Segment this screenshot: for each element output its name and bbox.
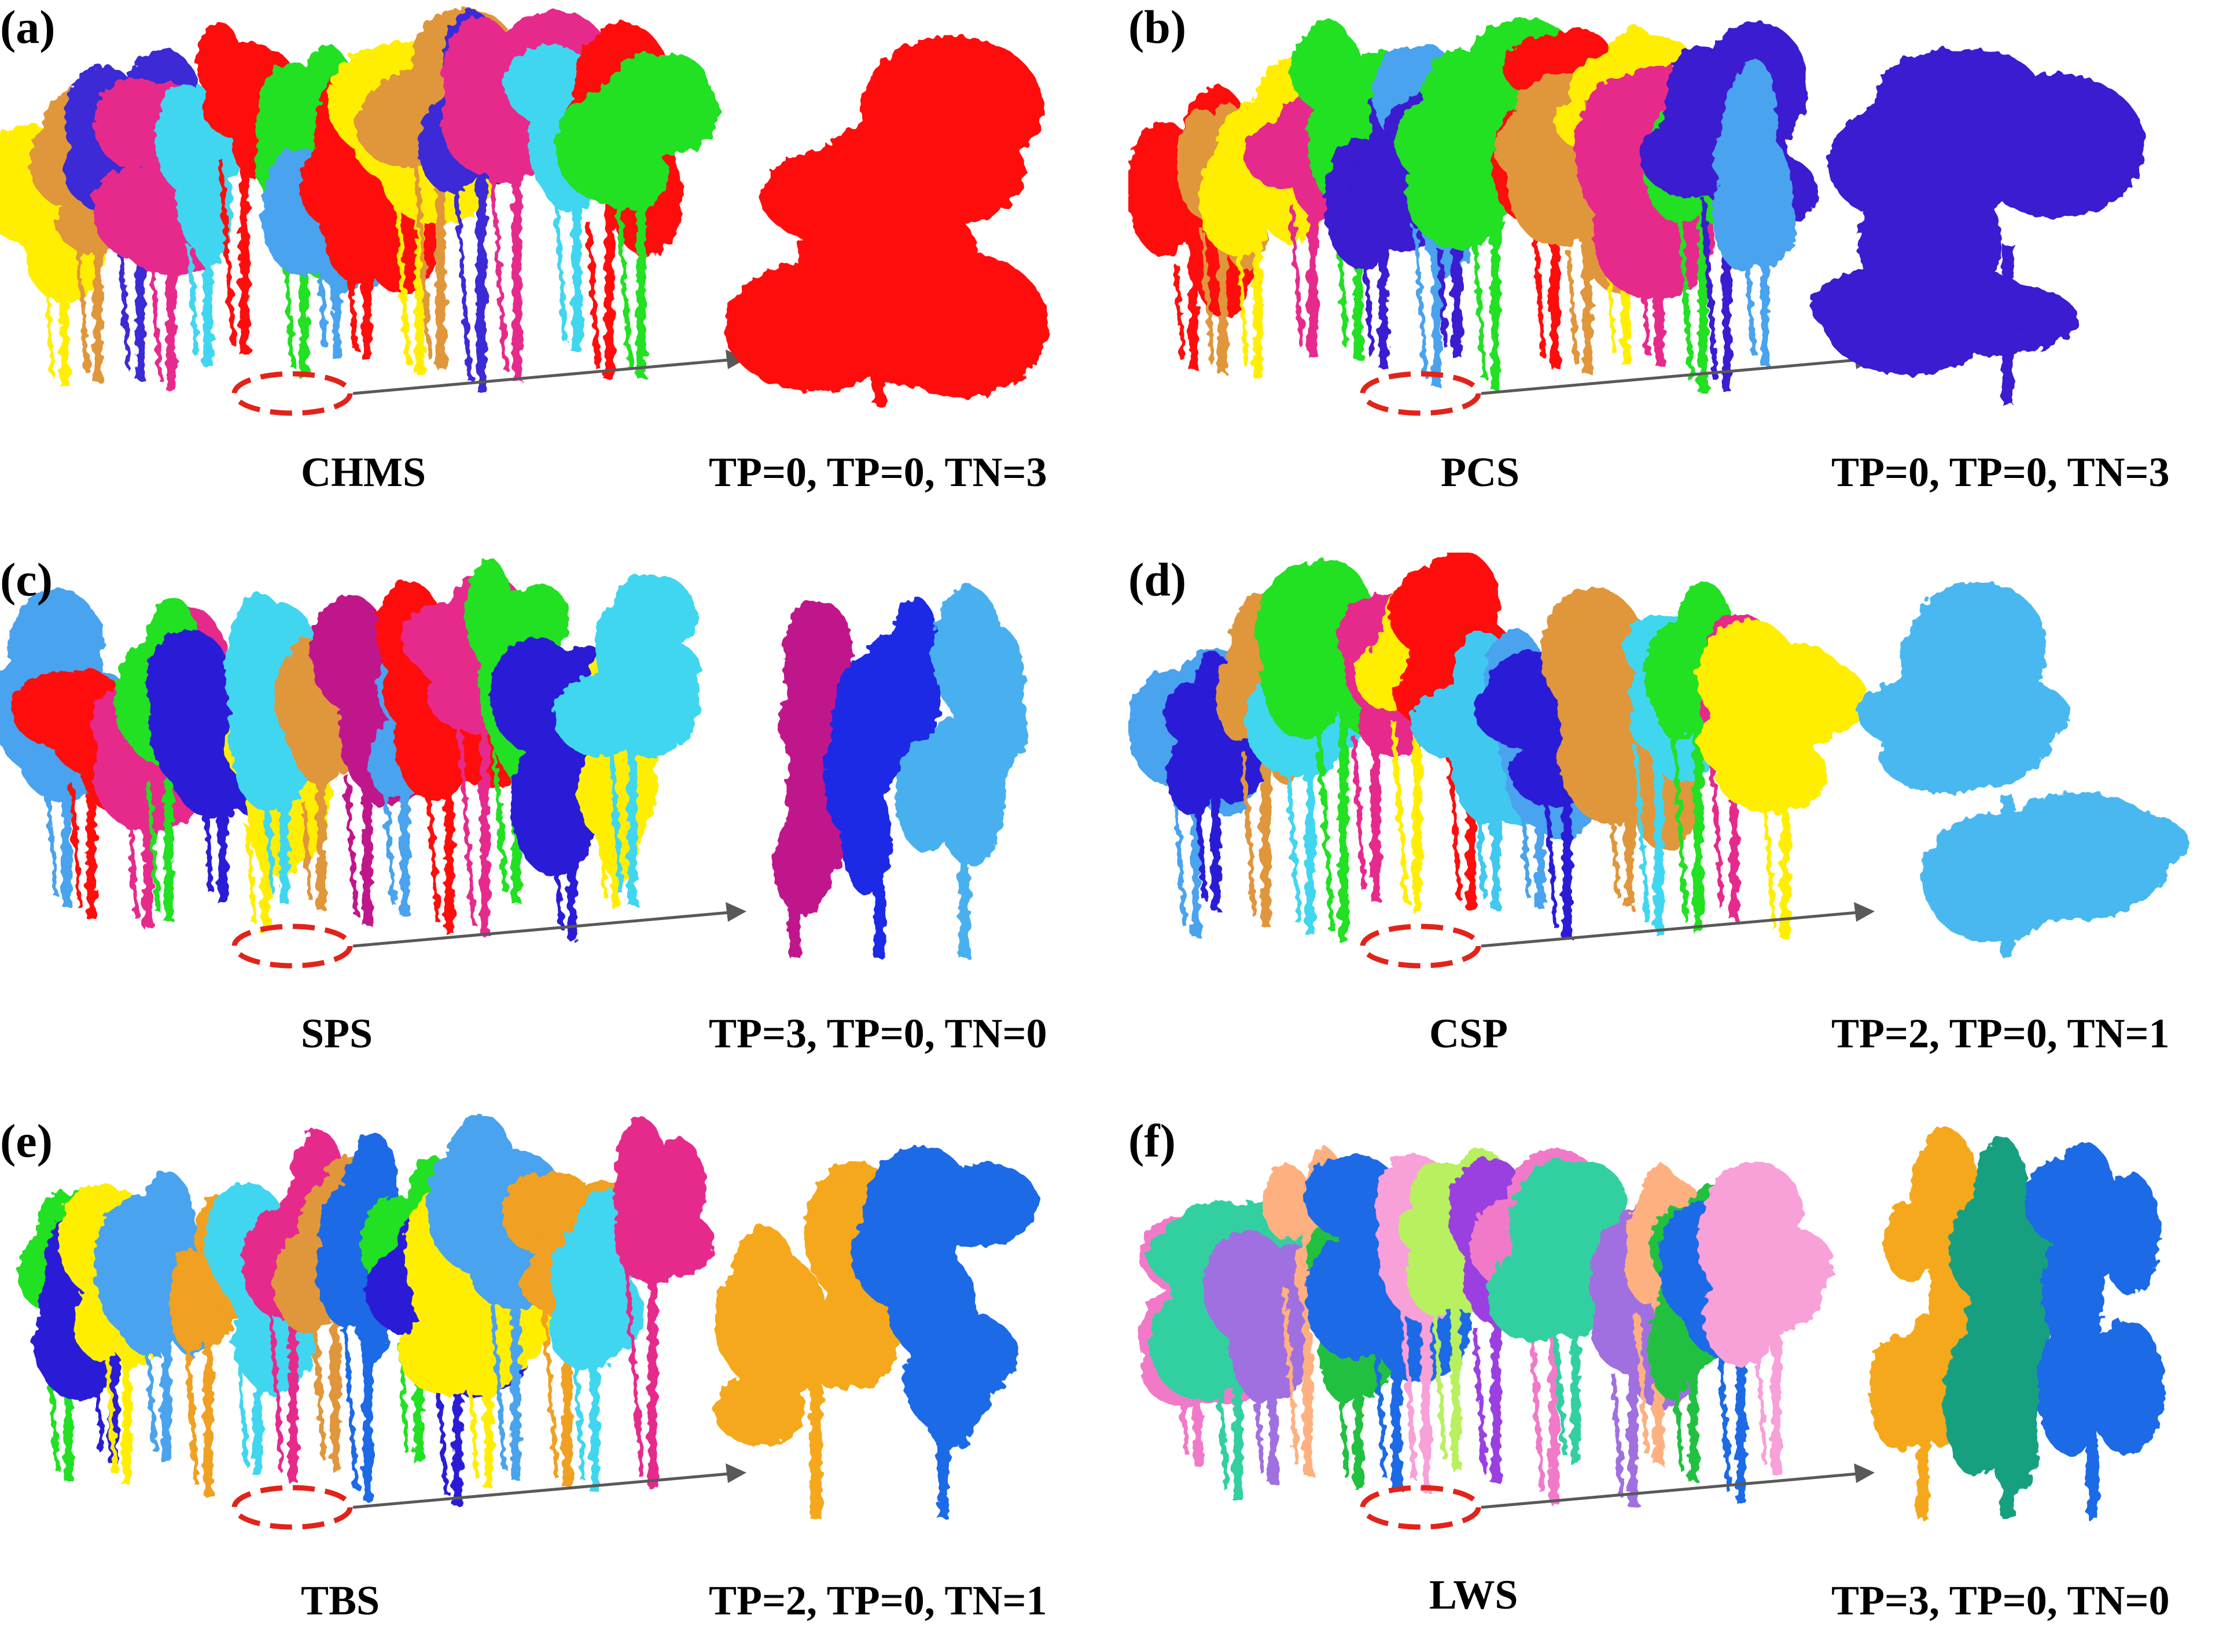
panel-c: (c) SPS TP=3, TP=0, TN=0 xyxy=(0,553,1099,1091)
zoomed-tree xyxy=(1809,49,2146,405)
panel-label: (b) xyxy=(1128,1,1187,53)
stats-label: TP=0, TP=0, TN=3 xyxy=(1831,449,2170,495)
tree-segment xyxy=(555,53,720,378)
tree-segment xyxy=(553,574,701,906)
tree-segment xyxy=(1697,619,1868,939)
forest-trees xyxy=(0,8,720,392)
panel-e: (e) TBS TP=2, TP=0, TN=1 xyxy=(0,1114,1099,1652)
tree-segment xyxy=(316,1132,399,1501)
highlight-ellipse xyxy=(1360,1485,1481,1530)
method-label: CSP xyxy=(1429,1010,1508,1057)
segmented-forest-scene xyxy=(1128,553,2189,969)
stats-label: TP=2, TP=0, TN=1 xyxy=(1831,1010,2170,1057)
zoom-arrow-head xyxy=(1854,1463,1875,1483)
panel-label: (f) xyxy=(1128,1114,1176,1167)
segmented-forest-scene xyxy=(0,558,1028,969)
zoom-arrow xyxy=(1481,911,1858,948)
highlight-ellipse xyxy=(1360,923,1481,969)
stats-label: TP=0, TP=0, TN=3 xyxy=(709,449,1047,495)
tree-segment xyxy=(1697,1161,1833,1475)
zoom-arrow-head xyxy=(1854,902,1875,922)
panel-d: (d) CSP TP=2, TP=0, TN=1 xyxy=(1128,553,2228,1091)
forest-trees xyxy=(1128,18,1818,393)
panel-b: (b) PCS TP=0, TP=0, TN=3 xyxy=(1128,0,2228,538)
highlight-ellipse xyxy=(231,923,353,969)
method-label: SPS xyxy=(301,1010,373,1057)
segmented-forest-scene xyxy=(1138,1127,2165,1530)
forest-trees xyxy=(17,1114,715,1506)
zoom-arrow-head xyxy=(726,349,746,369)
panel-label: (c) xyxy=(0,553,53,606)
zoomed-tree xyxy=(1869,1127,2165,1519)
method-label: CHMS xyxy=(301,449,426,495)
tree-segment xyxy=(1712,58,1797,366)
zoomed-tree xyxy=(724,35,1048,405)
tree-segment xyxy=(1395,18,1584,390)
segmented-forest-scene xyxy=(17,1114,1040,1530)
method-label: LWS xyxy=(1429,1572,1518,1618)
segmented-forest-scene xyxy=(0,8,1048,416)
stats-label: TP=3, TP=0, TN=0 xyxy=(1831,1577,2170,1624)
panel-f: (f) LWS TP=3, TP=0, TN=0 xyxy=(1128,1114,2228,1652)
stats-label: TP=3, TP=0, TN=0 xyxy=(709,1010,1047,1057)
zoom-arrow xyxy=(1481,1472,1858,1509)
tree-segment xyxy=(613,1117,715,1488)
zoom-arrow xyxy=(352,911,730,948)
panel-label: (e) xyxy=(0,1114,53,1167)
panel-label: (a) xyxy=(0,1,56,53)
method-label: TBS xyxy=(301,1577,380,1624)
panel-a: (a) CHMS TP=0, TP=0, TN=3 xyxy=(0,0,1099,538)
zoomed-tree xyxy=(713,1146,1040,1519)
zoom-arrow-head xyxy=(726,1463,746,1483)
panel-label: (d) xyxy=(1128,553,1187,606)
zoom-arrow-head xyxy=(726,902,746,922)
forest-trees xyxy=(1128,553,1868,943)
zoom-arrow xyxy=(1481,358,1858,395)
zoom-arrow xyxy=(352,1472,730,1509)
segmented-forest-scene xyxy=(1128,18,2146,416)
forest-trees xyxy=(0,558,701,939)
zoomed-tree xyxy=(1857,582,2189,958)
highlight-ellipse xyxy=(231,1485,353,1530)
tree-segment xyxy=(94,1171,218,1463)
zoomed-tree xyxy=(772,585,1028,958)
zoom-arrow xyxy=(352,358,730,395)
method-label: PCS xyxy=(1441,449,1520,495)
highlight-ellipse xyxy=(1360,371,1481,416)
tree-segment xyxy=(549,1189,645,1492)
stats-label: TP=2, TP=0, TN=1 xyxy=(709,1577,1047,1624)
highlight-ellipse xyxy=(231,371,353,416)
forest-trees xyxy=(1138,1146,1833,1507)
